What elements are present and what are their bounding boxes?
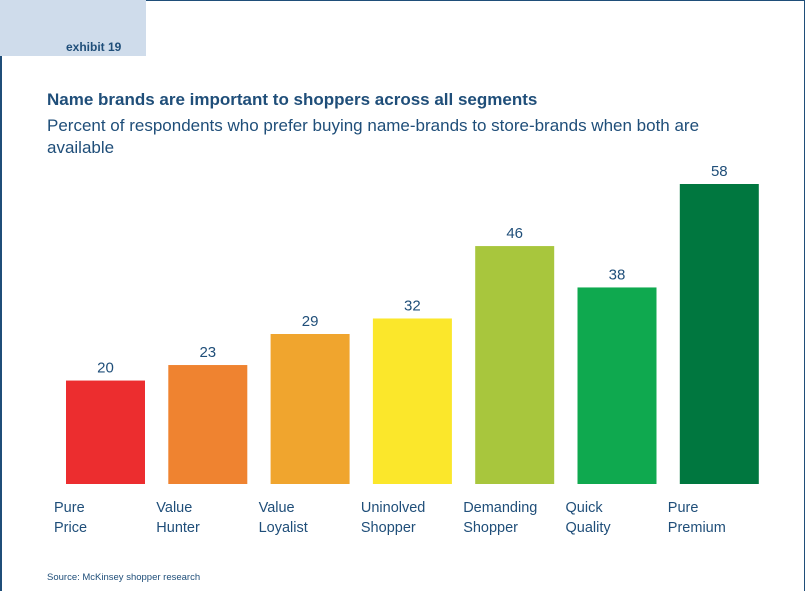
bar [577,287,657,484]
category-label: Demanding [463,500,537,516]
bar [66,380,145,484]
bar-value-label: 29 [302,313,319,330]
source-note: Source: McKinsey shopper research [47,572,201,583]
bar-value-label: 32 [404,297,421,314]
exhibit-label: exhibit 19 [66,40,122,54]
category-label: Price [54,520,87,536]
category-label: Quality [566,520,612,536]
category-label: Value [156,500,192,516]
category-label: Loyalist [259,520,308,536]
bar-value-label: 38 [609,266,626,283]
exhibit-tab [0,0,146,56]
category-label: Uninolved [361,500,426,516]
category-label: Value [259,500,295,516]
category-label: Hunter [156,520,200,536]
chart-title: Name brands are important to shoppers ac… [47,90,538,109]
bar-value-label: 20 [97,360,114,377]
bar-value-label: 46 [506,225,523,242]
bar [372,318,452,484]
category-label: Quick [566,500,604,516]
bar-value-label: 58 [711,163,728,180]
chart-subtitle: Percent of respondents who prefer buying… [47,116,700,157]
bar [475,246,555,484]
bar [270,334,350,484]
category-label: Premium [668,520,726,536]
bar [679,184,759,484]
category-label: Pure [54,500,85,516]
category-label: Pure [668,500,699,516]
frame-left-border [0,56,2,591]
bar-value-label: 23 [199,344,216,361]
bar [168,365,248,484]
category-label: Shopper [361,520,416,536]
category-label: Shopper [463,520,518,536]
